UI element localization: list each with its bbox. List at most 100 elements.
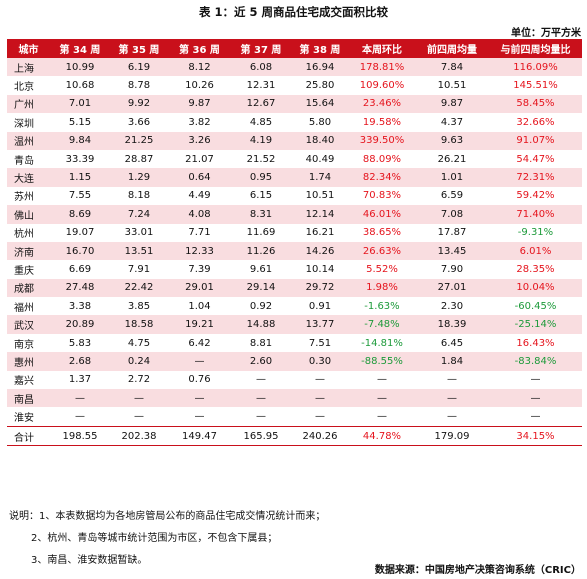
col-header-wow: 本周环比 [349, 39, 415, 58]
cell-week34: 6.69 [50, 260, 110, 279]
note-3: 3、南昌、淮安数据暂缺。 [31, 555, 148, 566]
cell-week37: 12.67 [231, 94, 291, 114]
cell-week36: 21.07 [168, 149, 231, 169]
note-1: 说明：1、本表数据均为各地房管局公布的商品住宅成交情况统计而来； [9, 511, 326, 522]
cell-week35: 8.78 [110, 76, 168, 95]
table-row: 南昌 — — — — — — — — [7, 389, 582, 408]
cell-wow: 178.81% [349, 58, 415, 77]
cell-week34: 27.48 [50, 278, 110, 298]
cell-week38: 40.49 [291, 149, 349, 169]
table-row: 福州 3.38 3.85 1.04 0.92 0.91 -1.63% 2.30 -60.45% [7, 297, 582, 316]
cell-avg4: 1.01 [415, 168, 489, 187]
unit-label: 单位：万平方米 [511, 28, 581, 39]
cell-city: 南京 [7, 333, 50, 353]
cell-city: 福州 [7, 297, 50, 316]
cell-week38: 7.51 [291, 333, 349, 353]
cell-week38: 25.80 [291, 76, 349, 95]
cell-week34: 1.37 [50, 370, 110, 390]
cell-week37: 2.60 [231, 352, 291, 371]
cell-vs-avg4: 145.51% [489, 76, 582, 95]
cell-week38: 14.26 [291, 241, 349, 261]
table-row: 淮安 — — — — — — — — [7, 407, 582, 427]
table-row: 苏州 7.55 8.18 4.49 6.15 10.51 70.83% 6.59 59.42% [7, 186, 582, 206]
cell-week35: 22.42 [110, 278, 168, 298]
cell-wow: 23.46% [349, 94, 415, 114]
cell-week38: 12.14 [291, 205, 349, 224]
cell-wow: -1.63% [349, 297, 415, 316]
cell-avg4: 18.39 [415, 315, 489, 334]
cell-week38: 13.77 [291, 315, 349, 334]
total-label: 合计 [7, 425, 50, 447]
cell-week38: — [291, 407, 349, 427]
table-row: 惠州 2.68 0.24—2.60 0.30 -88.55% 1.84 -83.84% [7, 352, 582, 371]
cell-city: 淮安 [7, 407, 50, 427]
cell-week36: 4.49 [168, 186, 231, 206]
cell-city: 济南 [7, 241, 50, 261]
cell-vs-avg4: 58.45% [489, 94, 582, 114]
table-row: 重庆 6.69 7.91 7.39 9.61 10.14 5.52% 7.90 28.35% [7, 260, 582, 279]
total-vs-avg4: 34.15% [489, 425, 582, 447]
cell-wow: 38.65% [349, 223, 415, 242]
cell-week36: 4.08 [168, 205, 231, 224]
cell-week38: — [291, 389, 349, 408]
cell-avg4: 7.84 [415, 58, 489, 77]
cell-city: 广州 [7, 94, 50, 114]
cell-avg4: 26.21 [415, 149, 489, 169]
cell-wow: -14.81% [349, 333, 415, 353]
cell-wow: 46.01% [349, 205, 415, 224]
cell-week35: 8.18 [110, 186, 168, 206]
cell-wow: 19.58% [349, 113, 415, 132]
cell-week38: 0.30 [291, 352, 349, 371]
cell-week37: 14.88 [231, 315, 291, 334]
col-header-week34: 第 34 周 [50, 39, 110, 58]
cell-week36: 12.33 [168, 241, 231, 261]
cell-avg4: 6.45 [415, 333, 489, 353]
cell-week36: 3.82 [168, 113, 231, 132]
col-header-city: 城市 [7, 39, 50, 58]
cell-city: 成都 [7, 278, 50, 298]
transaction-area-table: 城市 第 34 周 第 35 周 第 36 周 第 37 周 第 38 周 本周… [7, 39, 582, 447]
table-row: 大连 1.15 1.29 0.64 0.95 1.74 82.34% 1.01 72.31% [7, 168, 582, 187]
table-row: 上海 10.99 6.19 8.12 6.08 16.94 178.81% 7.84 116.0… [7, 58, 582, 77]
table-row: 嘉兴 1.37 2.72 0.76— — — — — [7, 370, 582, 390]
total-week36: 149.47 [168, 425, 231, 447]
cell-week36: 7.71 [168, 223, 231, 242]
cell-week37: — [231, 370, 291, 390]
cell-vs-avg4: 32.66% [489, 113, 582, 132]
table-row: 佛山 8.69 7.24 4.08 8.31 12.14 46.01% 7.08 71.40% [7, 205, 582, 224]
col-header-avg4: 前四周均量 [415, 39, 489, 58]
cell-week34: 5.83 [50, 333, 110, 353]
table-row: 温州 9.84 21.25 3.26 4.19 18.40 339.50% 9.63 91.07… [7, 131, 582, 150]
table-row: 杭州 19.07 33.01 7.71 11.69 16.21 38.65% 17.87 -9.… [7, 223, 582, 242]
table-row: 南京 5.83 4.75 6.42 8.81 7.51 -14.81% 6.45 16.43% [7, 333, 582, 353]
cell-week36: 9.87 [168, 94, 231, 114]
cell-week37: 6.15 [231, 186, 291, 206]
cell-week38: 16.94 [291, 58, 349, 77]
cell-wow: — [349, 407, 415, 427]
cell-wow: — [349, 389, 415, 408]
cell-city: 苏州 [7, 186, 50, 206]
cell-week38: 5.80 [291, 113, 349, 132]
cell-vs-avg4: -25.14% [489, 315, 582, 334]
cell-week37: — [231, 389, 291, 408]
col-header-vs-avg4: 与前四周均量比 [489, 39, 582, 58]
cell-week36: 10.26 [168, 76, 231, 95]
cell-avg4: 2.30 [415, 297, 489, 316]
table-row: 北京 10.68 8.78 10.26 12.31 25.80 109.60% 10.51 14… [7, 76, 582, 95]
cell-week35: 21.25 [110, 131, 168, 150]
cell-week36: — [168, 407, 231, 427]
cell-avg4: 4.37 [415, 113, 489, 132]
cell-week37: 6.08 [231, 58, 291, 77]
cell-vs-avg4: 59.42% [489, 186, 582, 206]
cell-wow: 109.60% [349, 76, 415, 95]
total-week38: 240.26 [291, 425, 349, 447]
data-source: 数据来源：中国房地产决策咨询系统（CRIC） [374, 565, 581, 576]
cell-city: 重庆 [7, 260, 50, 279]
cell-vs-avg4: 28.35% [489, 260, 582, 279]
cell-week34: 7.01 [50, 94, 110, 114]
cell-city: 杭州 [7, 223, 50, 242]
cell-week38: 0.91 [291, 297, 349, 316]
cell-city: 佛山 [7, 205, 50, 224]
cell-wow: 82.34% [349, 168, 415, 187]
cell-vs-avg4: — [489, 389, 582, 408]
